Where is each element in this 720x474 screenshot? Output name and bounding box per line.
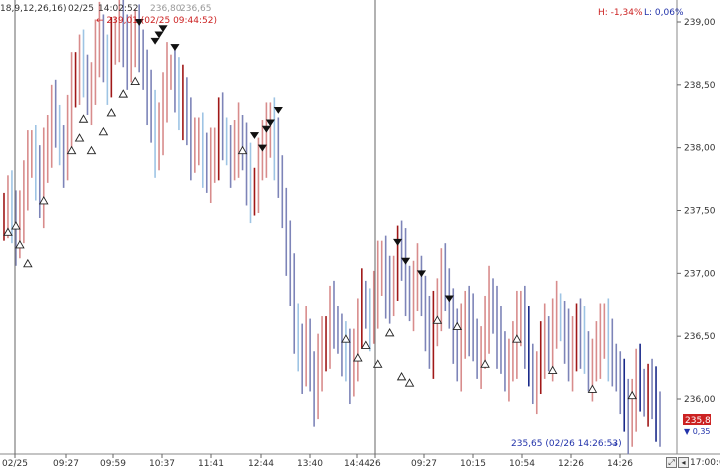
buy-signal-marker [66,145,77,155]
x-tick-label: 02/25 [2,459,28,469]
x-tick-label: 14:44 [344,459,370,469]
buy-signal-marker [372,359,383,368]
high-annotation: ← 239,01 (02/25 09:44:52) [96,16,217,26]
buy-signal-marker [587,384,598,393]
header-price-a: 236,80 [150,4,182,14]
low-annotation: 235,65 (02/26 14:26:53) [511,439,622,449]
buy-signal-marker [432,315,443,324]
buy-signal-marker [74,133,85,142]
buy-signal-marker [404,378,415,387]
x-tick-label: 10:54 [509,459,535,469]
buy-signal-marker [341,334,351,343]
price-bars [3,0,661,455]
sell-signal-marker [393,238,403,246]
sell-signal-marker [400,257,411,265]
sell-signal-marker [261,125,271,133]
current-price-value: 235,80 [685,416,717,426]
price-change: ▼ 0,35 [684,427,711,436]
sell-signal-marker [134,18,144,26]
x-tick-label: 12:44 [248,459,274,469]
buy-signal-marker [98,126,109,136]
x-tick-label: 09:27 [411,459,437,469]
current-price-tag [683,414,711,425]
sell-signal-marker [273,106,283,114]
buy-signal-marker [86,145,97,155]
x-tick-label: 10:15 [460,459,486,469]
buy-signal-marker [130,76,140,85]
sell-signal-marker [150,37,160,45]
buy-signal-marker [23,258,33,268]
buy-signal-marker [38,196,49,205]
y-tick-label: 236,50 [684,332,716,342]
header-date: 02/25 [68,4,94,14]
buy-signal-marker [361,340,371,349]
y-tick-label: 236,00 [684,395,716,405]
sell-signal-marker [416,270,427,278]
y-tick-label: 237,50 [684,207,716,217]
buy-signal-marker [396,371,407,381]
x-tick-label: 14:26 [607,459,633,469]
buy-signal-marker [237,145,248,155]
buy-signal-marker [353,353,363,362]
sell-signal-marker [154,31,164,39]
buy-signal-marker [512,334,522,343]
buy-signal-marker [11,221,21,230]
x-tick-label: 10:37 [149,459,175,469]
y-tick-label: 238,00 [684,144,716,154]
sell-signal-marker [170,44,180,51]
buy-signal-marker [118,89,129,98]
x-tick-label: 26 [369,459,381,469]
signal-markers [3,18,637,400]
y-tick-label: 238,50 [684,81,716,91]
sell-signal-marker [249,132,260,139]
low-pct-label: L: 0,06% [644,8,684,18]
buy-signal-marker [452,321,463,331]
y-axis: 236,00 236,50 237,00 237,50 238,00 238,50 239,… [677,18,716,405]
x-tick-label: 12:26 [558,459,584,469]
x-tick-label: 09:59 [100,459,126,469]
sell-signal-marker [444,295,454,303]
buy-signal-marker [627,390,637,400]
buy-signal-marker [547,365,558,375]
x-tick-label: 11:41 [198,459,224,469]
sell-signal-marker [257,144,267,152]
x-tick-label: 09:27 [53,459,79,469]
header-time: 14:02:52 [98,4,138,14]
zoom-icon[interactable]: ⤢ [666,457,677,468]
indicator-params: 18,9,12,26,16) [0,4,67,14]
x-axis: 02/25 09:27 09:59 10:37 11:41 12:44 13:40 14:44… [2,454,633,469]
sell-signal-marker [158,25,168,33]
buy-signal-marker [3,227,13,236]
buy-signal-marker [78,114,89,123]
x-tick-label: 13:40 [297,459,323,469]
y-tick-label: 237,00 [684,269,716,279]
buy-signal-marker [106,108,117,117]
buy-signal-marker [15,240,25,249]
buy-signal-marker [384,327,395,337]
low-arrow-icon: → [610,440,618,450]
buy-signal-marker [480,359,490,368]
scroll-left-icon[interactable]: ◂ [678,457,689,468]
footer-time: 17:00:00 [690,458,720,468]
y-tick-label: 239,00 [684,18,716,28]
sell-signal-marker [265,119,275,127]
header-price-b: 236,65 [180,4,212,14]
high-pct-label: H: -1,34% [598,8,643,18]
